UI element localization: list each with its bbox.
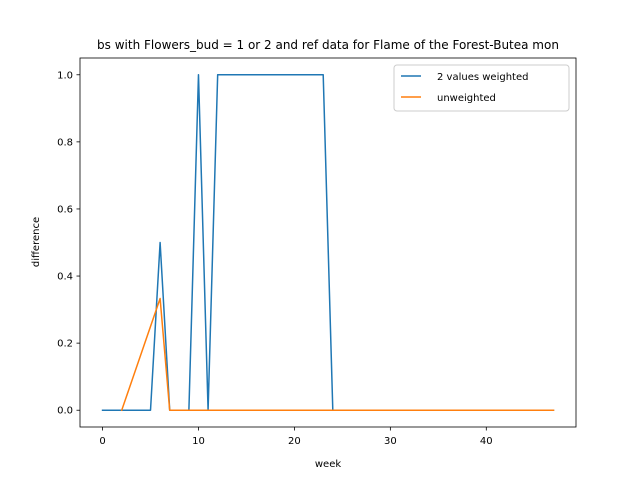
x-tick-label: 30 [384,436,397,447]
x-tick-label: 0 [99,436,105,447]
y-tick-label: 0.2 [57,339,73,350]
y-tick-label: 0.0 [57,406,73,417]
series-layer [101,74,555,412]
x-axis-label: week [315,459,341,470]
legend-label-unweighted: unweighted [437,93,496,104]
y-axis-ticks: 0.0 0.2 0.4 0.6 0.8 1.0 [57,70,80,417]
legend-box [393,64,570,112]
x-tick-label: 20 [288,436,301,447]
y-tick-label: 0.6 [57,204,73,215]
series-line-weighted [101,74,555,411]
y-tick-label: 0.4 [57,272,73,283]
series-line-unweighted [120,297,555,412]
legend-label-weighted: 2 values weighted [437,72,528,83]
x-tick-label: 10 [192,436,205,447]
x-axis-ticks: 0 10 20 30 40 [99,427,493,447]
legend: 2 values weighted unweighted [393,64,570,112]
y-axis-label: difference [31,217,42,267]
chart-title: bs with Flowers_bud = 1 or 2 and ref dat… [97,38,559,52]
x-tick-label: 40 [480,436,493,447]
y-tick-label: 0.8 [57,137,73,148]
y-tick-label: 1.0 [57,70,73,81]
plot-frame [79,57,577,428]
